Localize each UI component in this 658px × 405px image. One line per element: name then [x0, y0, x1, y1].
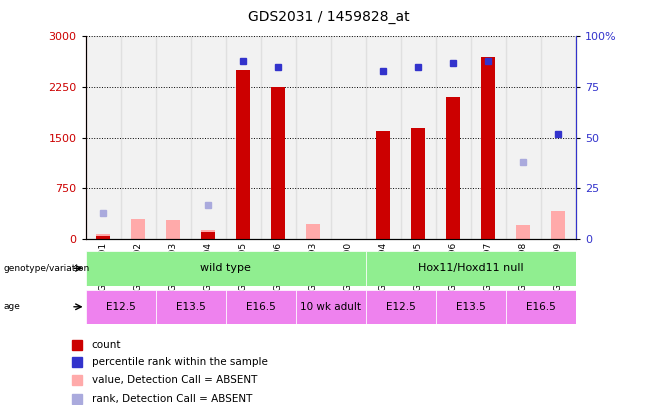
Text: count: count — [92, 340, 121, 350]
Bar — [366, 290, 436, 324]
Bar — [481, 57, 495, 239]
Bar — [86, 251, 366, 286]
Text: E13.5: E13.5 — [456, 302, 486, 312]
Bar — [551, 211, 565, 239]
Text: GDS2031 / 1459828_at: GDS2031 / 1459828_at — [248, 10, 410, 24]
Text: wild type: wild type — [200, 263, 251, 273]
Text: E12.5: E12.5 — [386, 302, 416, 312]
Bar — [155, 290, 226, 324]
Bar — [436, 290, 506, 324]
Bar — [271, 220, 285, 239]
Text: E12.5: E12.5 — [106, 302, 136, 312]
Bar — [517, 226, 530, 239]
Bar — [226, 36, 261, 239]
Bar — [96, 236, 110, 239]
Bar — [506, 36, 541, 239]
Bar — [366, 251, 576, 286]
Bar — [295, 36, 330, 239]
Text: Hox11/Hoxd11 null: Hox11/Hoxd11 null — [418, 263, 524, 273]
Bar — [306, 224, 320, 239]
Text: E16.5: E16.5 — [526, 302, 555, 312]
Bar — [376, 131, 390, 239]
Text: value, Detection Call = ABSENT: value, Detection Call = ABSENT — [92, 375, 257, 385]
Bar — [506, 290, 576, 324]
Text: E16.5: E16.5 — [245, 302, 276, 312]
Bar — [261, 36, 295, 239]
Bar — [131, 219, 145, 239]
Bar — [330, 36, 366, 239]
Bar — [366, 36, 401, 239]
Bar — [155, 36, 191, 239]
Text: percentile rank within the sample: percentile rank within the sample — [92, 357, 268, 367]
Bar — [86, 36, 120, 239]
Bar — [236, 70, 250, 239]
Text: age: age — [3, 302, 20, 311]
Bar — [96, 234, 110, 239]
Bar — [86, 290, 155, 324]
Bar — [446, 97, 460, 239]
Text: rank, Detection Call = ABSENT: rank, Detection Call = ABSENT — [92, 394, 252, 404]
Bar — [470, 36, 506, 239]
Bar — [201, 230, 215, 239]
Bar — [436, 36, 470, 239]
Bar — [411, 128, 425, 239]
Bar — [541, 36, 576, 239]
Text: E13.5: E13.5 — [176, 302, 205, 312]
Bar — [166, 220, 180, 239]
Bar — [271, 87, 285, 239]
Bar — [401, 36, 436, 239]
Bar — [226, 290, 295, 324]
Text: genotype/variation: genotype/variation — [3, 264, 89, 273]
Bar — [120, 36, 155, 239]
Bar — [201, 232, 215, 239]
Bar — [191, 36, 226, 239]
Text: 10 wk adult: 10 wk adult — [300, 302, 361, 312]
Bar — [295, 290, 366, 324]
